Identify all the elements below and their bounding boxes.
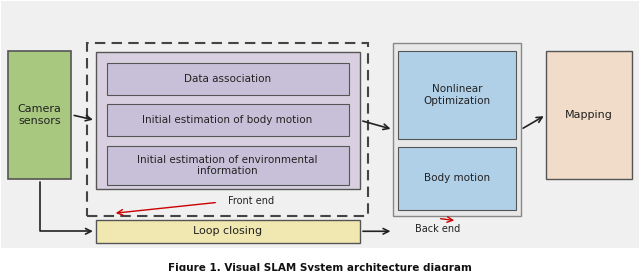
Text: Loop closing: Loop closing	[193, 226, 262, 236]
FancyBboxPatch shape	[398, 51, 516, 140]
FancyBboxPatch shape	[106, 104, 349, 136]
Text: Front end: Front end	[228, 196, 274, 206]
FancyBboxPatch shape	[394, 43, 521, 216]
Text: Initial estimation of environmental
information: Initial estimation of environmental info…	[138, 154, 318, 176]
Text: Initial estimation of body motion: Initial estimation of body motion	[143, 115, 313, 125]
Text: Data association: Data association	[184, 74, 271, 84]
FancyBboxPatch shape	[8, 51, 72, 179]
Text: Camera
sensors: Camera sensors	[18, 104, 61, 125]
Text: Nonlinear
Optimization: Nonlinear Optimization	[424, 84, 491, 106]
FancyBboxPatch shape	[96, 52, 360, 189]
Text: Mapping: Mapping	[565, 110, 613, 120]
FancyBboxPatch shape	[106, 63, 349, 95]
FancyBboxPatch shape	[96, 220, 360, 243]
Text: Body motion: Body motion	[424, 173, 490, 183]
FancyBboxPatch shape	[106, 146, 349, 185]
FancyBboxPatch shape	[398, 147, 516, 210]
FancyBboxPatch shape	[1, 1, 639, 248]
Text: Back end: Back end	[415, 224, 461, 234]
FancyBboxPatch shape	[546, 51, 632, 179]
Text: Figure 1. Visual SLAM System architecture diagram: Figure 1. Visual SLAM System architectur…	[168, 263, 472, 271]
